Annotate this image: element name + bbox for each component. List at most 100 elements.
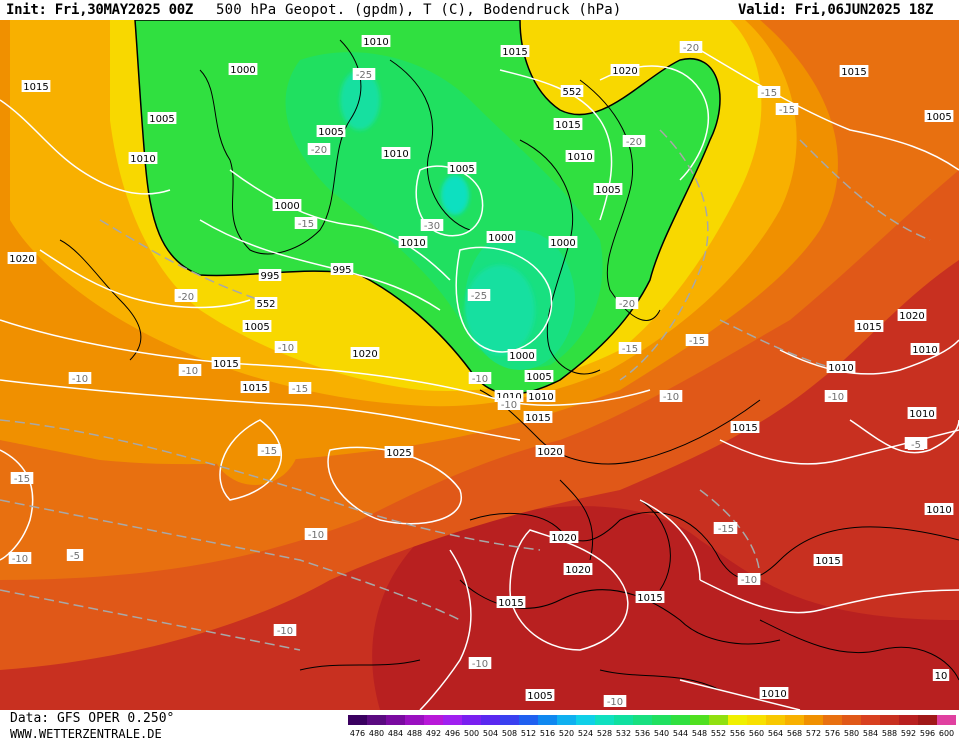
pressure-label-plate: [910, 343, 940, 355]
temperature-label: -20: [683, 43, 699, 54]
pressure-label: 1015: [502, 47, 527, 58]
legend-swatch: [557, 715, 576, 725]
pressure-label: 1000: [509, 351, 534, 362]
legend-swatch: [652, 715, 671, 725]
temperature-label-plate: [352, 68, 376, 80]
pressure-label-plate: [240, 381, 270, 393]
legend-swatch: [500, 715, 519, 725]
pressure-label-plate: [524, 370, 554, 382]
pressure-label-plate: [272, 199, 302, 211]
pressure-label-plate: [565, 150, 595, 162]
pressure-label: 1010: [909, 409, 934, 420]
map-header: Init: Fri,30MAY2025 00Z 500 hPa Geopot. …: [0, 0, 959, 20]
legend-tick-label: 584: [863, 729, 878, 738]
pressure-label: 1015: [498, 598, 523, 609]
pressure-label: 1005: [318, 127, 343, 138]
legend-swatch: [595, 715, 614, 725]
legend-swatch: [367, 715, 386, 725]
temperature-label-plate: [615, 297, 639, 309]
pressure-label-plate: [560, 85, 584, 97]
legend-tick-label: 504: [483, 729, 498, 738]
legend-swatch: [842, 715, 861, 725]
legend-swatch: [633, 715, 652, 725]
pressure-label-plate: [500, 45, 530, 57]
trough-core-teal: [465, 265, 535, 355]
pressure-label: 1010: [130, 154, 155, 165]
temperature-label-plate: [10, 472, 34, 484]
temperature-label-plate: [618, 342, 642, 354]
pressure-label: 1015: [555, 120, 580, 131]
temperature-label: -10: [277, 626, 293, 637]
legend-swatch: [386, 715, 405, 725]
temperature-label-plate: [68, 372, 92, 384]
pressure-label: 10: [935, 671, 948, 682]
temperature-label-plate: [714, 522, 738, 534]
pressure-label: 1005: [926, 112, 951, 123]
temperature-label: -10: [182, 366, 198, 377]
pressure-label-plate: [635, 591, 665, 603]
pressure-label-plate: [398, 236, 428, 248]
legend-tick-label: 524: [578, 729, 593, 738]
color-legend: 476 480 484 488 492 496 500 504 508 512 516 520 524 5…: [348, 715, 956, 738]
temperature-label-plate: [8, 552, 32, 564]
pressure-label-plate: [553, 118, 583, 130]
legend-swatch: [519, 715, 538, 725]
pressure-label-plate: [447, 162, 477, 174]
temperature-label: -15: [718, 524, 734, 535]
pressure-label: 1005: [449, 164, 474, 175]
legend-tick-label: 532: [616, 729, 631, 738]
pressure-label: 1015: [242, 383, 267, 394]
legend-tick-label: 536: [635, 729, 650, 738]
pressure-label: 1000: [550, 238, 575, 249]
pressure-label-plate: [330, 263, 354, 275]
legend-swatch: [709, 715, 728, 725]
temperature-label: -10: [278, 343, 294, 354]
pressure-label: 1015: [856, 322, 881, 333]
temperature-label-plate: [467, 289, 491, 301]
pressure-label: 1000: [488, 233, 513, 244]
legend-tick-label: 560: [749, 729, 764, 738]
temperature-label: -10: [472, 659, 488, 670]
legend-tick-label: 520: [559, 729, 574, 738]
pressure-label: 1010: [567, 152, 592, 163]
temperature-label: -10: [72, 374, 88, 385]
pressure-label: 1005: [527, 691, 552, 702]
pressure-label: 995: [260, 271, 279, 282]
temperature-label-plate: [824, 390, 848, 402]
legend-tick-label: 576: [825, 729, 840, 738]
legend-tick-label: 564: [768, 729, 783, 738]
legend-tick-label: 544: [673, 729, 688, 738]
temperature-label: -15: [292, 384, 308, 395]
temperature-label-plate: [420, 219, 444, 231]
temperature-label: -5: [911, 440, 921, 451]
isotherms: [0, 129, 931, 651]
legend-tick-label: 516: [540, 729, 555, 738]
pressure-label: 1015: [525, 413, 550, 424]
map-title: 500 hPa Geopot. (gpdm), T (C), Bodendruc…: [216, 2, 622, 18]
temperature-label-plate: [622, 135, 646, 147]
pressure-label: 1020: [537, 447, 562, 458]
legend-tick-label: 484: [388, 729, 403, 738]
legend-swatch: [766, 715, 785, 725]
pressure-label-plate: [610, 64, 640, 76]
pressure-label-plate: [813, 554, 843, 566]
pressure-label-plate: [496, 596, 526, 608]
pressure-label-plate: [128, 152, 158, 164]
legend-tick-label: 480: [369, 729, 384, 738]
temperature-label: -10: [12, 554, 28, 565]
legend-swatch: [937, 715, 956, 725]
pressure-label: 1020: [565, 565, 590, 576]
temperature-label: -10: [472, 374, 488, 385]
pressure-label: 1015: [841, 67, 866, 78]
pressure-label-plate: [242, 320, 272, 332]
legend-swatch: [747, 715, 766, 725]
pressure-label: 1005: [526, 372, 551, 383]
legend-swatch: [804, 715, 823, 725]
pressure-label-plate: [907, 407, 937, 419]
pressure-label-plate: [593, 183, 623, 195]
pressure-label-plate: [384, 446, 414, 458]
legend-tick-label: 596: [920, 729, 935, 738]
temperature-label-plate: [257, 444, 281, 456]
legend-tick-label: 592: [901, 729, 916, 738]
init-time: Init: Fri,30MAY2025 00Z: [6, 2, 193, 18]
